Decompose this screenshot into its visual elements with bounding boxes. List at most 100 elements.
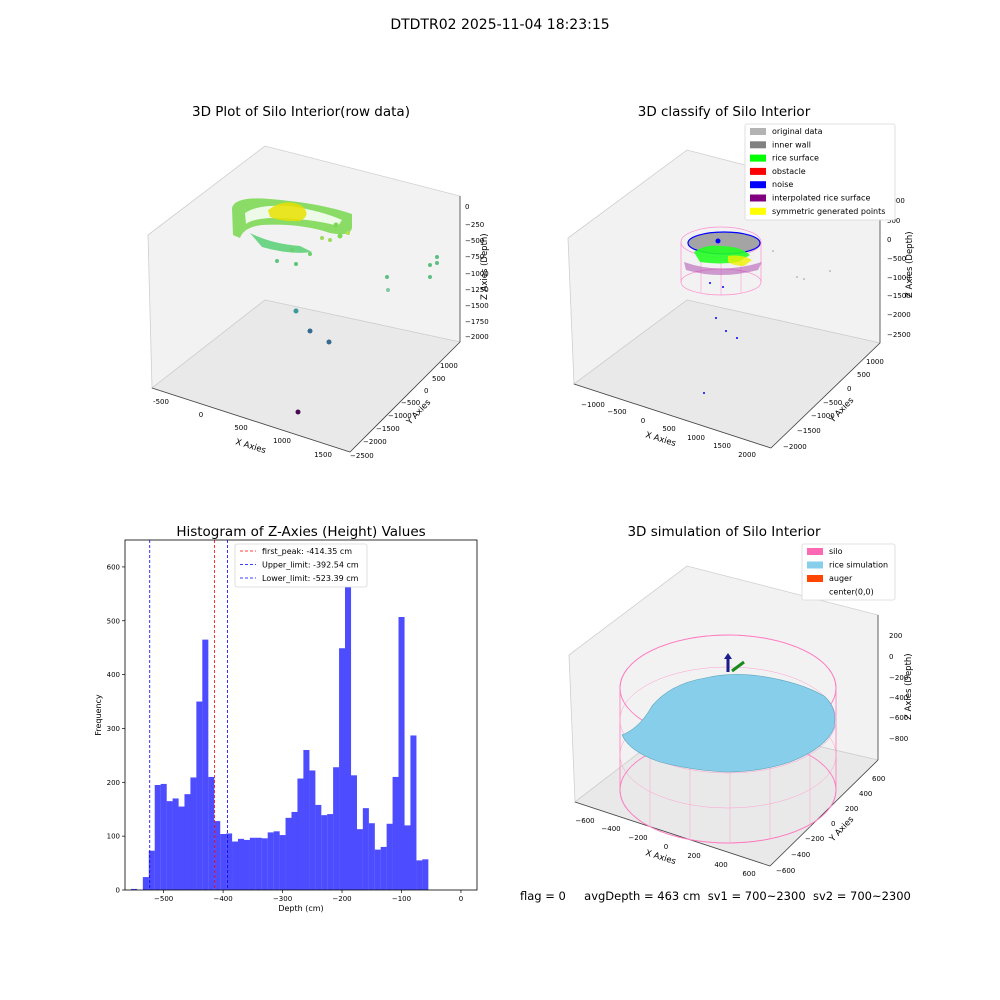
histogram-bar <box>202 639 209 890</box>
plot2-legend-swatch <box>750 181 766 189</box>
histogram-legend-label: Upper_limit: -392.54 cm <box>262 561 359 570</box>
plot4-xtick: 400 <box>714 861 727 869</box>
histogram-bar <box>130 888 137 890</box>
plot1-xtick: 1500 <box>314 451 332 459</box>
plot4-ytick: −600 <box>776 867 795 875</box>
plot2-noise-point <box>715 317 717 319</box>
plot4-legend-swatch <box>807 588 823 596</box>
plot1-point <box>275 259 279 263</box>
plot1-ztick: −1750 <box>465 318 489 326</box>
plot1-ticks-z: 0 −250 −500 −750 −1000 −1250 −1500 −1750… <box>465 203 489 341</box>
plot2-ytick: −1000 <box>811 412 835 420</box>
plot1-point <box>328 238 332 242</box>
histogram-xtick-label: −400 <box>213 895 232 903</box>
plot1-ztick: −1500 <box>465 302 489 310</box>
histogram-bar <box>321 815 328 890</box>
histogram-reference-lines <box>149 540 228 890</box>
plot2-legend-swatch <box>750 194 766 202</box>
plot1-ztick: −250 <box>465 221 484 229</box>
plot2-legend-label: interpolated rice surface <box>772 194 870 203</box>
plot4-rice-surface <box>621 674 836 773</box>
plot4-auger-arm <box>731 660 745 673</box>
plot4-ylabel: Y Axies <box>827 814 856 844</box>
plot4-xtick: −400 <box>601 825 620 833</box>
plot4-legend-swatch <box>807 575 823 582</box>
plot2-original-point <box>829 270 831 272</box>
histogram-legend-label: first_peak: -414.35 cm <box>262 547 352 556</box>
plot1-ztick: 0 <box>465 203 469 211</box>
histogram-legend-label: Lower_limit: -523.39 cm <box>262 574 359 583</box>
plot2-legend-swatch <box>750 128 766 135</box>
histogram-bar <box>178 806 185 890</box>
plot4-ytick: 600 <box>872 775 885 783</box>
plot2-legend-label: symmetric generated points <box>772 207 885 216</box>
histogram-xtick-label: 0 <box>459 895 463 903</box>
plot1-ztick: −1000 <box>465 270 489 278</box>
histogram-bar <box>398 617 405 890</box>
plot1-ztick: −1250 <box>465 286 489 294</box>
histogram-ylabel: Frequency <box>94 694 103 736</box>
plot2-legend-swatch <box>750 207 766 215</box>
histogram-bar <box>410 735 417 890</box>
plot1-point <box>337 233 343 239</box>
plot2-xtick: 0 <box>641 417 645 425</box>
plot2-ytick: 500 <box>857 371 870 379</box>
plot1-point <box>320 236 324 240</box>
histogram: −500 −400 −300 −200 −100 0 0 100 200 300 400 500 60… <box>94 539 478 913</box>
plot4-xtick: −200 <box>628 834 647 842</box>
histogram-bar <box>339 648 346 890</box>
histogram-bar <box>291 811 298 890</box>
plot2-legend-label: inner wall <box>772 140 811 149</box>
plot2-legend-label: rice surface <box>772 154 819 163</box>
plot2-legend-box <box>744 123 896 221</box>
plot2-ytick: −500 <box>823 399 842 407</box>
histogram-bar <box>303 750 310 890</box>
plot1-xtick: 0 <box>199 411 203 419</box>
histogram-bar <box>327 814 334 890</box>
plot1-point <box>295 409 301 415</box>
plot2-ticks-y: 1000 500 0 −500 −1000 −1500 −2000 <box>783 358 884 451</box>
plot1-ticks-y: 1000 500 0 −500 −1000 −1500 −2000 −2500 <box>350 362 458 460</box>
plot2-symmetric <box>728 255 752 266</box>
histogram-bar <box>279 835 286 890</box>
plot1-ztick: −750 <box>465 253 484 261</box>
histogram-legend: first_peak: -414.35 cm Upper_limit: -392.… <box>240 547 359 583</box>
plot2-noise-point <box>722 286 724 288</box>
plot2-legend-swatch <box>750 141 766 149</box>
plot4-ytick: 200 <box>845 805 858 813</box>
plot1-ztick: −2000 <box>465 333 489 341</box>
plot1-point <box>386 288 390 292</box>
histogram-bar <box>190 777 197 890</box>
plot2-xtick: 1500 <box>713 442 731 450</box>
plot2-ztick: 1000 <box>887 197 905 205</box>
plot1-ticks-x: -500 0 500 1000 1500 <box>153 398 332 459</box>
plot4-legend-swatch <box>807 561 823 569</box>
histogram-ytick-label: 100 <box>107 833 120 841</box>
plot2-legend-label: obstacle <box>772 167 806 176</box>
plot1-point <box>435 261 439 265</box>
plot4-ytick: −400 <box>791 851 810 859</box>
plot1-point <box>293 308 299 314</box>
histogram-bar <box>267 832 274 890</box>
plot4-ticks-x: −600 −400 −200 0 200 400 600 <box>575 817 755 878</box>
plot4-ztick: 0 <box>889 653 893 661</box>
plot1-point <box>307 328 313 334</box>
plot1-title: 3D Plot of Silo Interior(row data) <box>192 104 410 120</box>
plot4-ytick: 0 <box>831 820 835 828</box>
plot1-rice-front <box>250 233 312 253</box>
plot4-xlabel: X Axies <box>644 848 677 867</box>
histogram-xtick-label: −200 <box>332 895 351 903</box>
plot1-xtick: 500 <box>234 424 247 432</box>
status-flag: flag = 0 <box>520 889 566 903</box>
plot2-noise-point <box>736 337 738 339</box>
histogram-bar <box>309 770 316 890</box>
histogram-legend-box <box>234 543 368 588</box>
histogram-ytick-label: 400 <box>107 671 120 679</box>
plot2-noise-point <box>709 282 711 284</box>
histogram-bar <box>237 838 245 890</box>
plot2-noise-point <box>725 330 727 332</box>
plot1-ytick: 500 <box>432 375 445 383</box>
histogram-bar <box>315 804 322 890</box>
histogram-bar <box>261 838 268 890</box>
